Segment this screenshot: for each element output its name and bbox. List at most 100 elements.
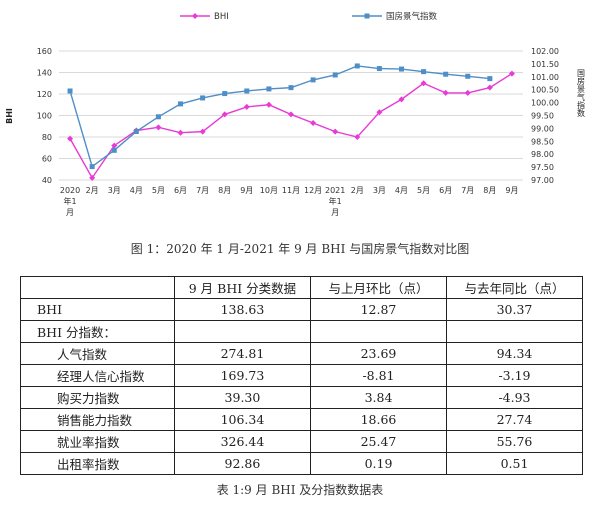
x-tick-label: 2021 年1 月 (325, 186, 345, 217)
row-label: 销售能力指数 (20, 408, 175, 431)
y-left-axis-title: BHI (5, 108, 14, 124)
y-right-axis-title: 国房景气指数 (577, 69, 586, 118)
table-header-cell (20, 276, 175, 299)
x-tick-label: 10月 (260, 186, 278, 195)
x-tick-label: 4月 (130, 186, 143, 195)
housing-index-point (465, 73, 471, 79)
row-value: 0.51 (445, 452, 584, 475)
row-label: 人气指数 (20, 342, 175, 365)
housing-index-point (178, 101, 184, 107)
y-right-tick-label: 98.50 (531, 137, 554, 146)
y-right-tick-label: 101.50 (531, 60, 559, 69)
housing-index-point (487, 76, 493, 82)
table-header-row: 9 月 BHI 分类数据 与上月环比（点） 与去年同比（点） (20, 276, 584, 299)
bhi-point (442, 89, 449, 96)
table-header-cell: 与去年同比（点） (445, 276, 584, 299)
legend-label: 国房景气指数 (386, 11, 438, 22)
x-tick-label: 3月 (373, 186, 386, 195)
bhi-point (288, 111, 294, 118)
housing-index-point (111, 147, 117, 153)
housing-index-point (354, 63, 360, 69)
y-right-tick-label: 102.00 (531, 47, 559, 56)
row-value: 25.47 (309, 430, 447, 453)
bhi-point (508, 70, 515, 77)
housing-index-point (443, 71, 449, 77)
row-value: 55.76 (445, 430, 584, 453)
row-value: 3.84 (309, 386, 447, 409)
housing-index-point (288, 85, 294, 91)
series-line-housing-index (69, 65, 490, 168)
row-value: -4.93 (445, 386, 584, 409)
table-row: 就业率指数 326.44 25.47 55.76 (20, 430, 584, 453)
housing-index-point (222, 91, 228, 97)
bhi-point (376, 109, 383, 116)
x-tick-label: 9月 (240, 186, 253, 195)
row-value (309, 320, 447, 343)
row-value (173, 320, 311, 343)
y-right-tick-label: 99.00 (531, 124, 554, 133)
row-value: 94.34 (445, 342, 584, 365)
bhi-point (486, 84, 493, 91)
bhi-chart: 40 60 80 100 120 140 160 97.00 97.50 98.00 98.50 99… (5, 11, 586, 217)
housing-index-point (398, 66, 404, 72)
bhi-point (243, 103, 250, 110)
row-value: 30.37 (445, 298, 584, 321)
y-right-tick-label: 97.50 (531, 163, 554, 172)
x-tick-label: 2月 (86, 186, 99, 195)
row-value: 92.86 (173, 452, 311, 475)
housing-index-point (376, 66, 382, 72)
row-label: 经理人信心指数 (20, 364, 175, 387)
legend-marker (192, 13, 198, 19)
bhi-point (332, 128, 339, 135)
x-tick-label: 11月 (282, 186, 300, 195)
y-right-tick-label: 101.00 (531, 73, 559, 82)
y-right-tick-label: 100.00 (531, 99, 559, 108)
bhi-point (89, 174, 96, 181)
row-label: 就业率指数 (20, 430, 175, 453)
row-label: 购买力指数 (20, 386, 175, 409)
row-label: BHI 分指数： (20, 320, 175, 343)
y-left-tick-label: 40 (42, 176, 52, 185)
housing-index-point (155, 114, 161, 120)
x-tick-label: 9月 (505, 186, 518, 195)
y-left-tick-label: 80 (42, 133, 52, 142)
row-value: 169.73 (173, 364, 311, 387)
bhi-point (265, 101, 272, 108)
y-left-tick-label: 120 (37, 90, 52, 99)
figure-caption: 图 1：2020 年 1 月-2021 年 9 月 BHI 与国房景气指数对比图 (130, 242, 470, 256)
row-value: 106.34 (173, 408, 311, 431)
row-value: 18.66 (309, 408, 447, 431)
table-row: BHI 138.63 12.87 30.37 (20, 298, 584, 321)
bhi-point (221, 111, 228, 118)
bhi-point (199, 128, 206, 135)
row-value: 138.63 (173, 298, 311, 321)
x-tick-label: 8月 (483, 186, 496, 195)
legend-marker (364, 13, 370, 19)
row-value: 326.44 (173, 430, 311, 453)
bhi-point (155, 124, 162, 131)
y-right-tick-label: 100.50 (531, 86, 559, 95)
bhi-point (310, 120, 317, 127)
row-value: 12.87 (309, 298, 447, 321)
bhi-point (464, 89, 471, 96)
y-left-tick-label: 160 (37, 47, 52, 56)
row-value: 274.81 (173, 342, 311, 365)
bhi-point (398, 96, 405, 103)
x-tick-label: 2月 (351, 186, 364, 195)
row-value: -8.81 (309, 364, 447, 387)
y-left-tick-label: 140 (37, 69, 52, 78)
legend-label: BHI (214, 12, 229, 22)
table-header-cell: 与上月环比（点） (309, 276, 447, 299)
bhi-point (111, 142, 118, 149)
y-right-tick-label: 99.50 (531, 112, 554, 121)
x-tick-label: 6月 (439, 186, 452, 195)
bhi-table: 9 月 BHI 分类数据 与上月环比（点） 与去年同比（点） BHI 138.63 12.… (20, 276, 584, 475)
x-tick-label: 7月 (196, 186, 209, 195)
table-row: BHI 分指数： (20, 320, 584, 343)
row-label: 出租率指数 (20, 452, 175, 475)
row-label: BHI (20, 298, 175, 321)
housing-index-point (89, 164, 95, 170)
x-tick-label: 3月 (108, 186, 121, 195)
row-value: 23.69 (309, 342, 447, 365)
bhi-point (354, 134, 361, 140)
